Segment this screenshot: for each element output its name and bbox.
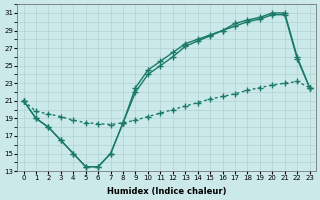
X-axis label: Humidex (Indice chaleur): Humidex (Indice chaleur) (107, 187, 226, 196)
